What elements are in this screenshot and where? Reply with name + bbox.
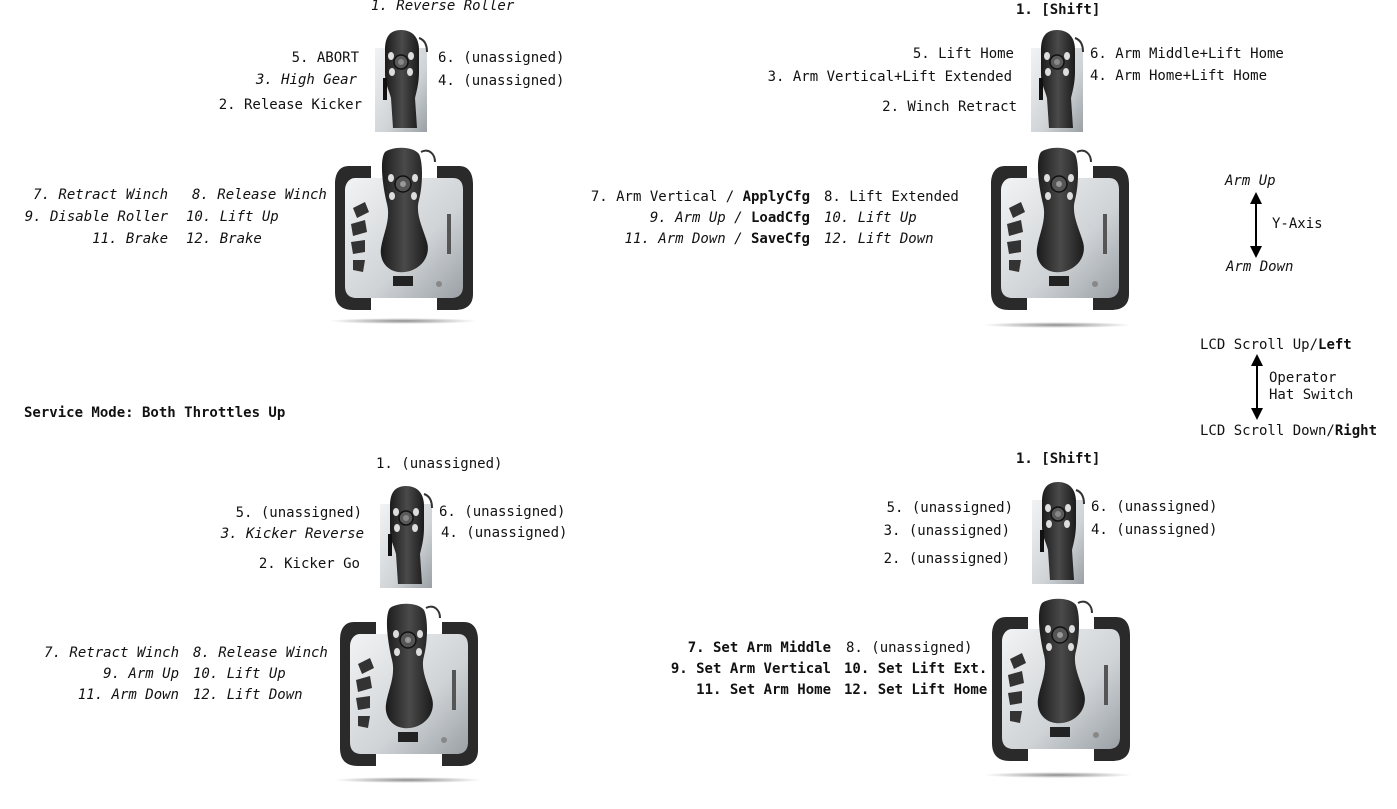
q3-button-7-label: 7. Retract Winch (44, 645, 179, 661)
q3-button-1-label: 1. (unassigned) (376, 456, 503, 472)
joystick-shadow (983, 772, 1133, 778)
hat-arrow-icon (1251, 354, 1263, 420)
q2-button-11-label: 11. Arm Down / SaveCfg (624, 231, 810, 247)
hat-up-label: LCD Scroll Up/Left (1200, 337, 1352, 353)
q1-button-9-label: 9. Disable Roller (24, 209, 168, 225)
y-axis-up-label: Arm Up (1225, 173, 1276, 189)
y-axis-arrow-icon (1250, 192, 1262, 258)
q1-button-6-label: 6. (unassigned) (438, 50, 565, 66)
y-axis-label: Y-Axis (1272, 216, 1323, 232)
q4-button-3-label: 3. (unassigned) (883, 523, 1010, 539)
q1-button-4-label: 4. (unassigned) (438, 73, 565, 89)
q2-button-6-label: 6. Arm Middle+Lift Home (1090, 46, 1284, 62)
q3-button-2-label: 2. Kicker Go (258, 556, 360, 572)
y-axis-down-label: Arm Down (1226, 259, 1294, 275)
q4-button-11-label: 11. Set Arm Home (696, 682, 831, 698)
q3-button-3-label: 3. Kicker Reverse (220, 526, 364, 542)
q1-button-10-label: 10. Lift Up (186, 209, 279, 225)
q2-button-4-label: 4. Arm Home+Lift Home (1090, 68, 1268, 84)
q2-button-9-label: 9. Arm Up / LoadCfg (649, 210, 810, 226)
q2-button-10-label: 10. Lift Up (824, 210, 917, 226)
joystick-shadow (982, 322, 1132, 328)
q3-button-10-label: 10. Lift Up (193, 666, 286, 682)
q3-button-12-label: 12. Lift Down (193, 687, 303, 703)
q1-button-1-label: 1. Reverse Roller (371, 0, 515, 14)
q1-button-11-label: 11. Brake (92, 231, 168, 247)
service-mode-title: Service Mode: Both Throttles Up (24, 405, 286, 421)
q3-button-6-label: 6. (unassigned) (439, 504, 566, 520)
q4-button-5-label: 5. (unassigned) (886, 500, 1013, 516)
q2-button-3-label: 3. Arm Vertical+Lift Extended (767, 69, 1012, 85)
hat-down-label: LCD Scroll Down/Right (1200, 423, 1378, 439)
q3-button-8-label: 8. Release Winch (193, 645, 328, 661)
joystick-top-view-image (1030, 480, 1086, 584)
q1-button-2-label: 2. Release Kicker (218, 97, 362, 113)
q2-button-7-label: 7. Arm Vertical / ApplyCfg (590, 189, 810, 205)
joystick-shadow (333, 777, 483, 783)
joystick-full-view-image (987, 144, 1133, 324)
q3-button-5-label: 5. (unassigned) (235, 505, 362, 521)
hat-label-line-2: Hat Switch (1269, 387, 1354, 403)
q4-button-8-label: 8. (unassigned) (846, 640, 973, 656)
q3-button-4-label: 4. (unassigned) (441, 525, 568, 541)
q1-button-3-label: 3. High Gear (255, 72, 357, 88)
q4-button-1-label: 1. [Shift] (1016, 451, 1101, 467)
q4-button-2-label: 2. (unassigned) (883, 551, 1010, 567)
q2-button-1-label: 1. [Shift] (1016, 2, 1101, 18)
q4-button-9-label: 9. Set Arm Vertical (670, 661, 831, 677)
q1-button-7-label: 7. Retract Winch (33, 187, 168, 203)
joystick-full-view-image (331, 144, 477, 324)
q3-button-9-label: 9. Arm Up (103, 666, 179, 682)
hat-label-line-1: Operator (1269, 370, 1337, 386)
joystick-full-view-image (336, 600, 482, 780)
q3-button-11-label: 11. Arm Down (77, 687, 179, 703)
q4-button-4-label: 4. (unassigned) (1091, 522, 1218, 538)
joystick-top-view-image (1029, 28, 1085, 132)
q4-button-6-label: 6. (unassigned) (1091, 499, 1218, 515)
joystick-full-view-image (988, 595, 1134, 775)
q1-button-12-label: 12. Brake (186, 231, 262, 247)
q2-button-8-label: 8. Lift Extended (824, 189, 959, 205)
joystick-shadow (328, 318, 478, 324)
joystick-top-view-image (378, 484, 434, 588)
q4-button-12-label: 12. Set Lift Home (844, 682, 988, 698)
joystick-top-view-image (373, 28, 429, 132)
q2-button-12-label: 12. Lift Down (824, 231, 934, 247)
q4-button-7-label: 7. Set Arm Middle (687, 640, 831, 656)
q1-button-8-label: 8. Release Winch (192, 187, 327, 203)
q2-button-5-label: 5. Lift Home (912, 46, 1014, 62)
q4-button-10-label: 10. Set Lift Ext. (844, 661, 988, 677)
q2-button-2-label: 2. Winch Retract (882, 99, 1017, 115)
q1-button-5-label: 5. ABORT (291, 50, 359, 66)
